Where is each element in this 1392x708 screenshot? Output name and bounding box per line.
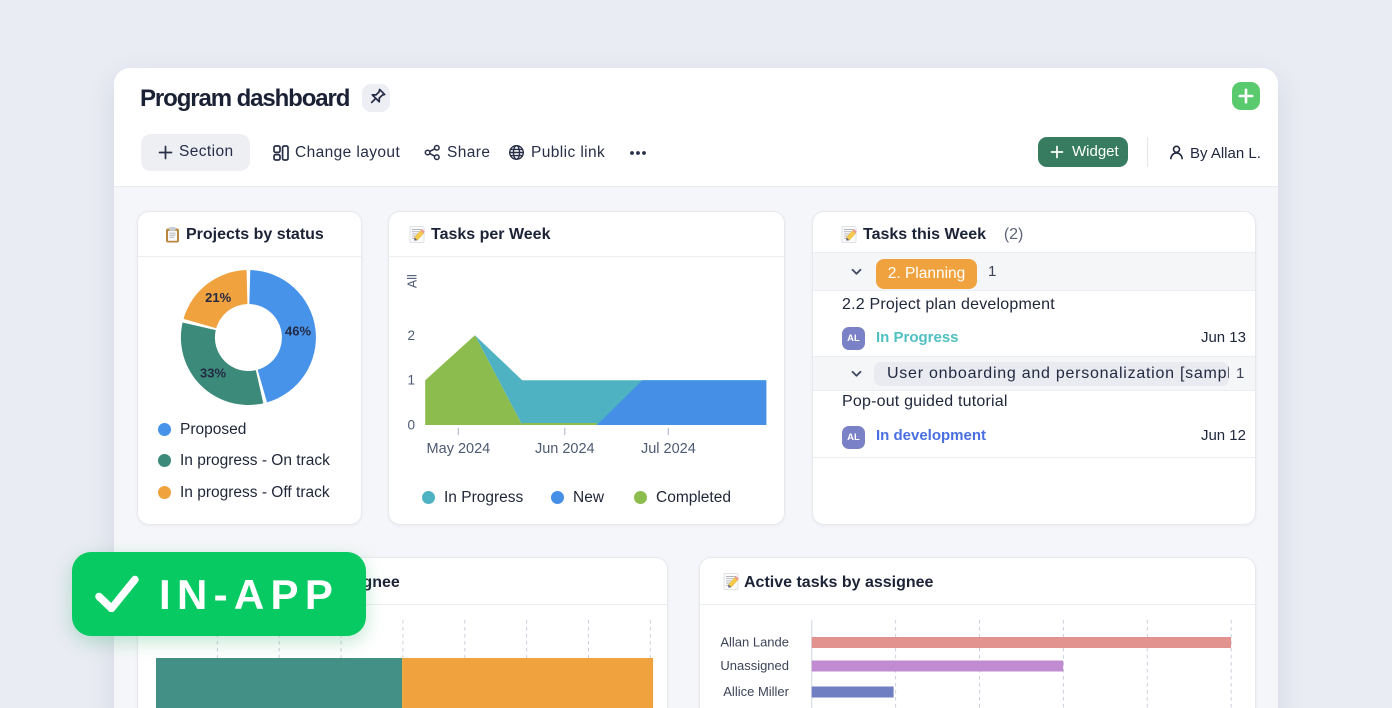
svg-text:46%: 46% [285, 324, 311, 339]
svg-text:Jun 2024: Jun 2024 [535, 441, 595, 457]
svg-text:2: 2 [407, 328, 415, 343]
svg-text:1: 1 [407, 373, 415, 388]
svg-text:Allan Lande: Allan Lande [720, 635, 789, 650]
svg-text:Jul 2024: Jul 2024 [641, 441, 696, 457]
svg-text:0: 0 [407, 418, 415, 433]
svg-text:Unassigned: Unassigned [720, 658, 789, 673]
svg-text:All: All [405, 274, 419, 288]
svg-text:Allice Miller: Allice Miller [723, 684, 789, 699]
svg-text:May 2024: May 2024 [427, 441, 491, 457]
svg-text:33%: 33% [200, 365, 226, 380]
svg-text:21%: 21% [205, 290, 231, 305]
